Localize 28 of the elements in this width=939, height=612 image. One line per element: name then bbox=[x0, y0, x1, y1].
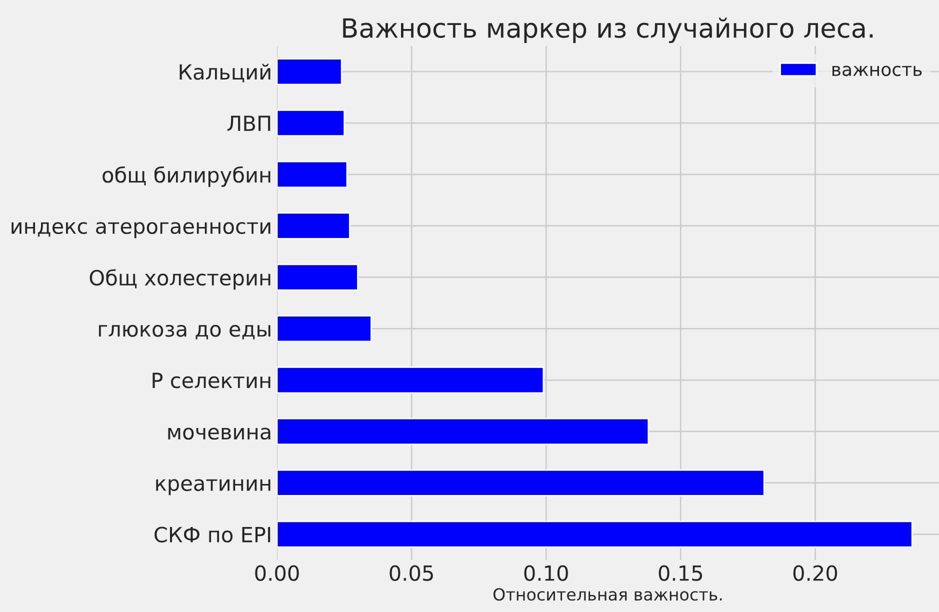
bar bbox=[277, 264, 358, 291]
x-tick-label: 0.20 bbox=[793, 565, 838, 581]
bar bbox=[277, 418, 650, 446]
bar bbox=[277, 469, 765, 496]
y-tick-label: Общ холестерин bbox=[90, 269, 270, 290]
y-tick-label: индекс атерогаенности bbox=[12, 222, 270, 238]
bar bbox=[277, 109, 345, 137]
y-tick-label: СКФ по EPI bbox=[154, 526, 270, 542]
legend-label: важность bbox=[832, 66, 922, 76]
y-tick-label: Кальций bbox=[180, 64, 270, 82]
x-tick-label: 0.15 bbox=[658, 565, 702, 581]
bar bbox=[277, 520, 913, 548]
y-tick-label: P селектин bbox=[152, 372, 270, 388]
y-tick-label: ЛВП bbox=[227, 116, 270, 131]
chart-title: Важность маркер из случайного леса. bbox=[343, 18, 873, 44]
x-axis-title: Относительная важность. bbox=[493, 588, 722, 601]
x-tick-label: 0.00 bbox=[255, 565, 299, 581]
bar bbox=[277, 160, 348, 188]
x-tick-label: 0.05 bbox=[390, 565, 433, 581]
y-tick-label: глюкоза до еды bbox=[98, 324, 270, 340]
bar bbox=[277, 58, 342, 86]
bar bbox=[277, 315, 372, 342]
y-tick-label: общ билирубин bbox=[102, 166, 270, 187]
bar bbox=[277, 366, 544, 394]
y-tick-label: креатинин bbox=[156, 479, 270, 496]
y-tick-label: мочевина bbox=[168, 428, 270, 440]
bar bbox=[277, 212, 350, 240]
x-tick-label: 0.10 bbox=[524, 565, 568, 581]
